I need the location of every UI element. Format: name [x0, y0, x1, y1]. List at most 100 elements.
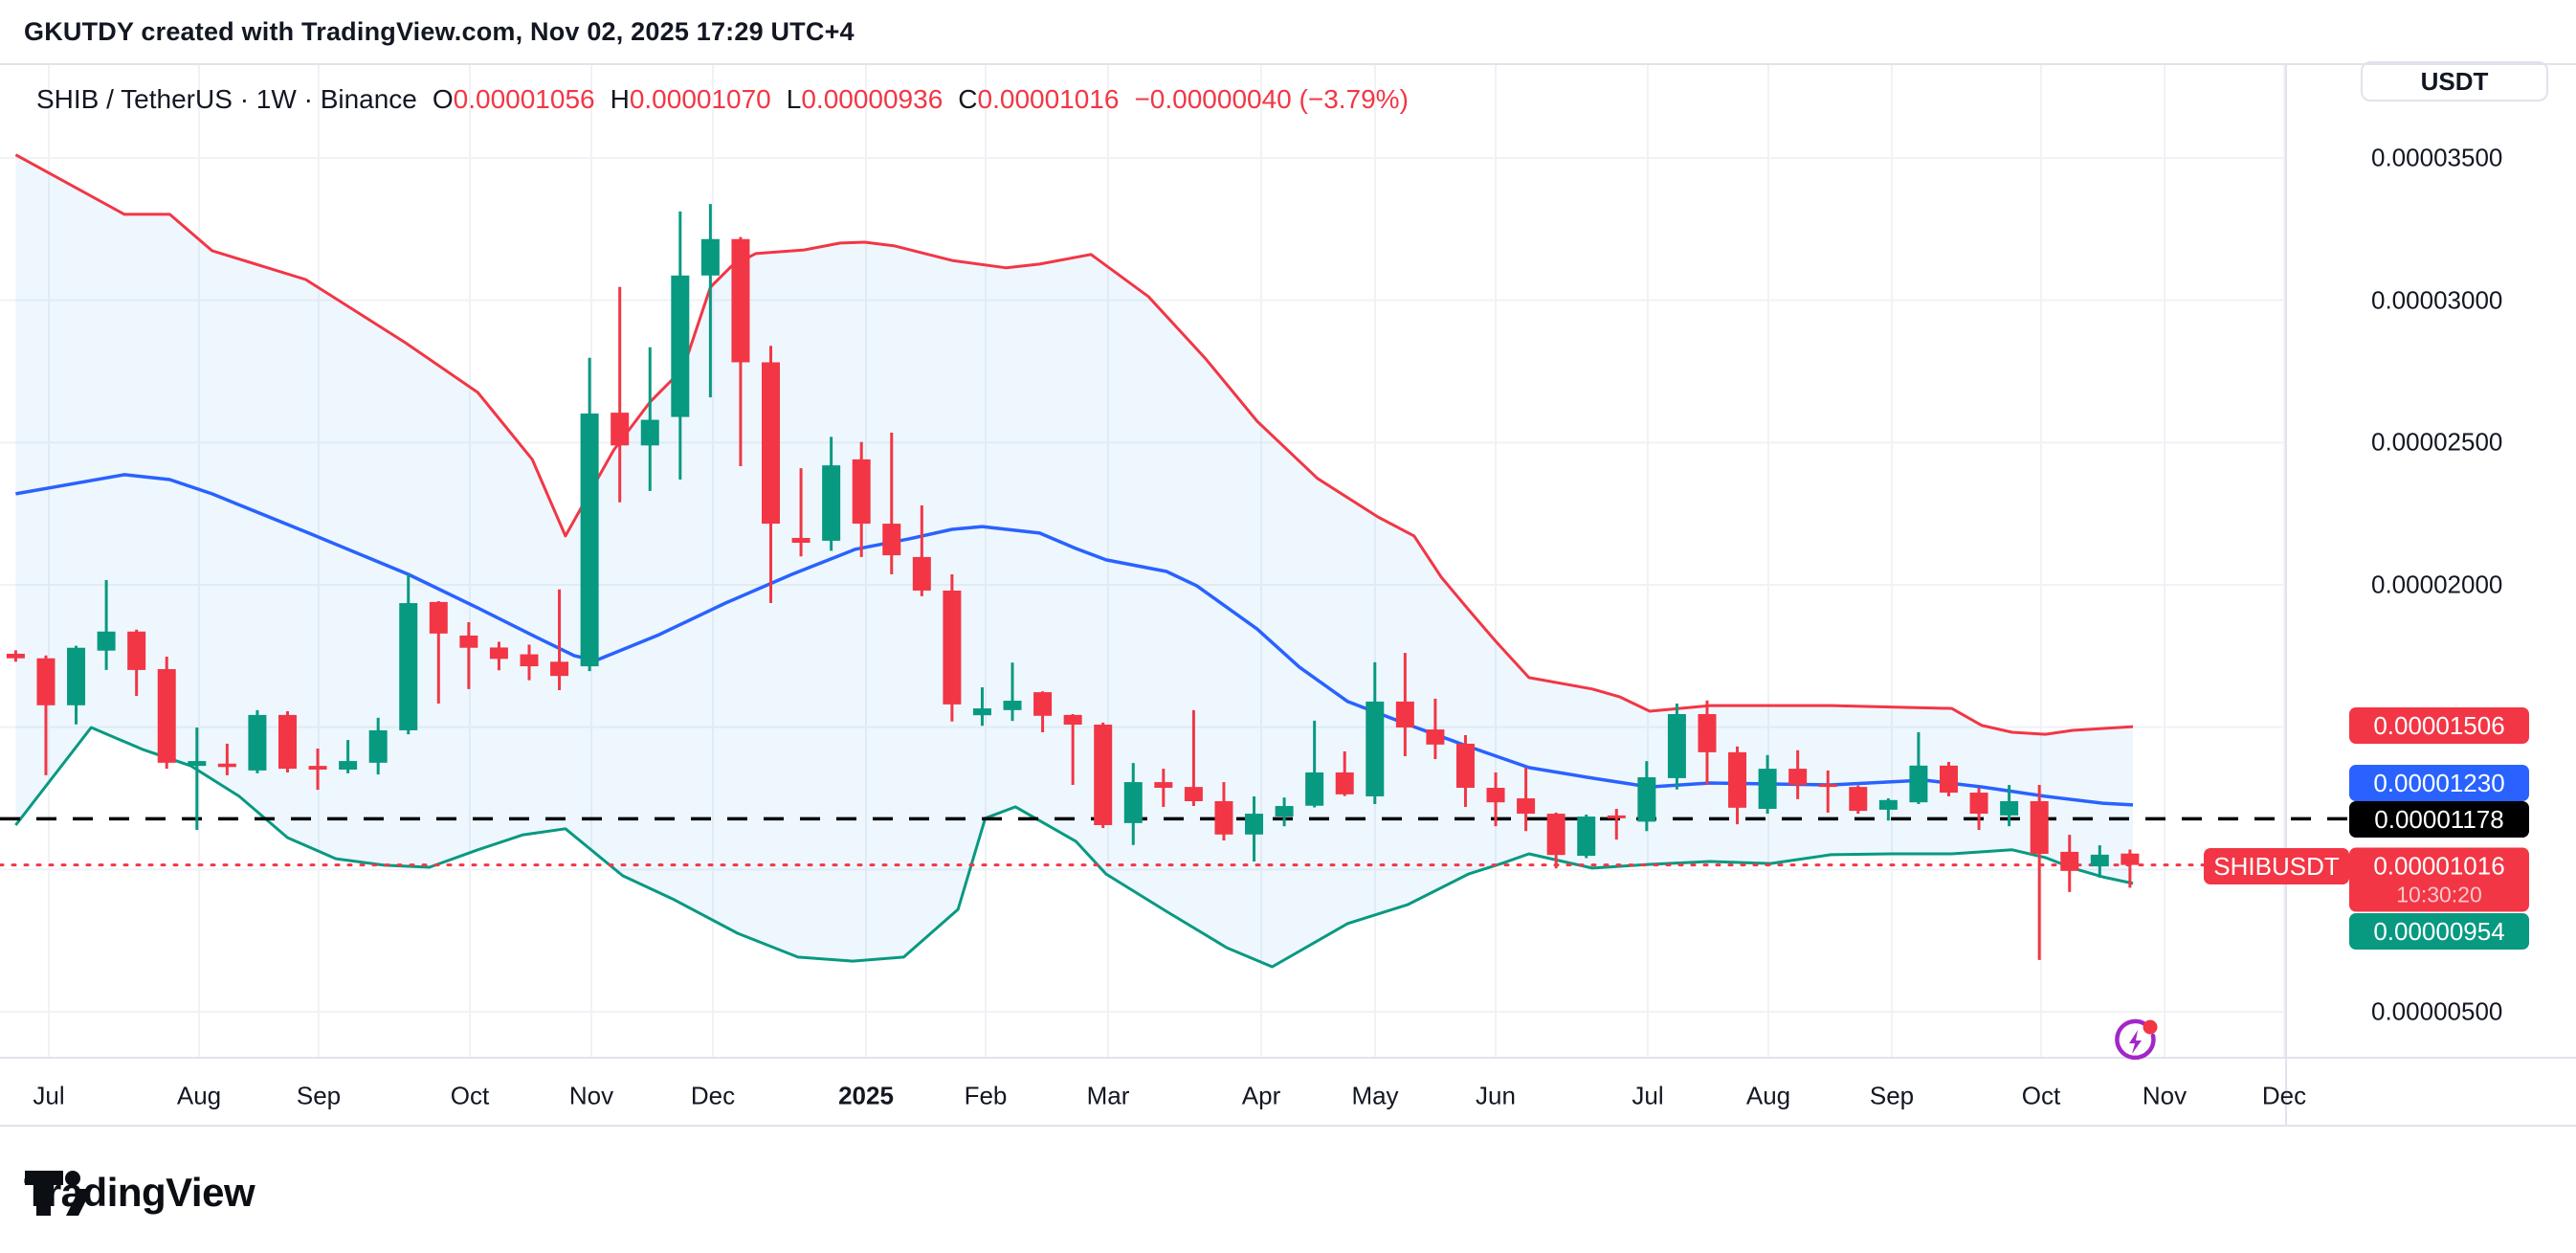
candle-body: [1667, 714, 1686, 778]
time-axis-label: Jul: [33, 1081, 65, 1110]
ohlc-low: L0.00000936: [786, 84, 944, 114]
candle-body: [671, 275, 690, 417]
candle-body: [640, 419, 659, 446]
candle-body: [1607, 815, 1626, 818]
flash-action-icon[interactable]: [2111, 1018, 2161, 1066]
candle-body: [1698, 714, 1717, 752]
bollinger-upper-line: [14, 153, 2134, 736]
candle-body: [2000, 800, 2019, 816]
price-line-symbol-tag: SHIBUSDT: [2204, 848, 2349, 884]
candle-body: [1728, 751, 1747, 808]
ohlc-close: C0.00001016: [958, 84, 1120, 114]
bollinger-lower-line: [14, 726, 2134, 969]
time-axis-label: Apr: [1241, 1081, 1281, 1110]
candle-body: [1637, 777, 1656, 822]
price-axis-badge: 0.00001230: [2349, 765, 2529, 801]
candle-body: [1939, 765, 1958, 794]
candle-body: [1878, 799, 1898, 810]
bar-countdown: 10:30:20: [2396, 882, 2482, 907]
candle-body: [1395, 701, 1414, 727]
price-axis-badge: 0.00001178: [2349, 801, 2529, 838]
candle-body: [36, 658, 56, 705]
symbol-ohlc-row: SHIB / TetherUS · 1W · Binance O0.000010…: [36, 84, 1409, 115]
candle-body: [1366, 701, 1385, 796]
candle-body: [520, 654, 539, 667]
top-border: [0, 63, 2576, 65]
candle-body: [339, 761, 358, 770]
candle-body: [1154, 782, 1173, 789]
price-axis-label: 0.00000500: [2371, 996, 2503, 1026]
candle-body: [1033, 692, 1053, 716]
candle-body: [2030, 800, 2049, 854]
candle-body: [2121, 853, 2140, 865]
candle-body: [429, 601, 448, 634]
candle-body: [188, 761, 207, 767]
candle-body: [1969, 793, 1988, 815]
candle-body: [1849, 787, 1868, 812]
candle-body: [731, 238, 750, 363]
candle-body: [1305, 772, 1324, 806]
candle-body: [1455, 743, 1475, 789]
time-axis-label: 2025: [838, 1081, 894, 1110]
candle-body: [1818, 784, 1837, 788]
candle-body: [611, 413, 630, 446]
time-axis-label: Sep: [1869, 1081, 1915, 1110]
candle-body: [127, 631, 146, 670]
attribution-text: GKUTDY created with TradingView.com, Nov…: [24, 17, 855, 46]
candle-body: [912, 556, 931, 591]
candle-body: [791, 537, 811, 544]
candle-body: [1517, 798, 1536, 815]
candle-body: [943, 590, 962, 705]
time-axis-label: Dec: [690, 1081, 736, 1110]
candle-body: [1335, 772, 1354, 794]
candle-body: [1003, 701, 1022, 710]
time-axis-bottom-border: [0, 1125, 2576, 1127]
price-axis-label: 0.00002500: [2371, 427, 2503, 457]
candle-body: [67, 647, 86, 705]
candle-body: [489, 647, 508, 660]
candle-body: [972, 708, 991, 716]
notification-dot: [2143, 1019, 2158, 1035]
price-axis-label: 0.00003000: [2371, 285, 2503, 315]
time-axis-label: Nov: [2142, 1081, 2187, 1110]
candle-body: [1094, 725, 1113, 825]
candle-body: [6, 653, 25, 659]
currency-toggle-button[interactable]: USDT: [2361, 61, 2548, 101]
time-axis-top-border: [0, 1057, 2576, 1059]
candle-body: [1184, 787, 1203, 801]
candle-body: [580, 414, 599, 667]
candle-body: [2090, 854, 2109, 867]
candle-body: [1486, 788, 1505, 803]
candle-body: [2060, 851, 2079, 871]
time-axis-label: Mar: [1086, 1081, 1130, 1110]
candle-body: [1214, 800, 1233, 835]
candle-body: [368, 729, 388, 763]
candle-body: [308, 766, 327, 770]
candle-body: [1123, 782, 1143, 823]
candle-body: [1546, 814, 1566, 856]
candle-body: [1577, 817, 1596, 857]
time-axis-label: May: [1351, 1081, 1399, 1110]
price-axis-badge: 0.00001016 10:30:20: [2349, 847, 2529, 912]
candle-body: [1063, 714, 1082, 726]
time-axis-label: Sep: [296, 1081, 342, 1110]
time-axis-label: Nov: [568, 1081, 614, 1110]
candle-body: [97, 631, 116, 651]
symbol-name[interactable]: SHIB / TetherUS · 1W · Binance: [36, 84, 417, 114]
candle-body: [278, 714, 297, 770]
price-axis-label: 0.00003500: [2371, 143, 2503, 172]
time-axis-label: Jul: [1632, 1081, 1664, 1110]
tradingview-logo[interactable]: TradingView: [24, 1170, 255, 1216]
time-axis-label: Jun: [1476, 1081, 1516, 1110]
candle-body: [852, 459, 871, 525]
bollinger-fill: [15, 154, 2134, 967]
candle-body: [550, 661, 569, 677]
candle-body: [459, 635, 478, 648]
time-axis-label: Oct: [2021, 1081, 2061, 1110]
candle-body: [1758, 769, 1777, 810]
ohlc-open: O0.00001056: [432, 84, 595, 114]
candle-body: [248, 714, 267, 771]
candle-body: [1426, 729, 1445, 745]
